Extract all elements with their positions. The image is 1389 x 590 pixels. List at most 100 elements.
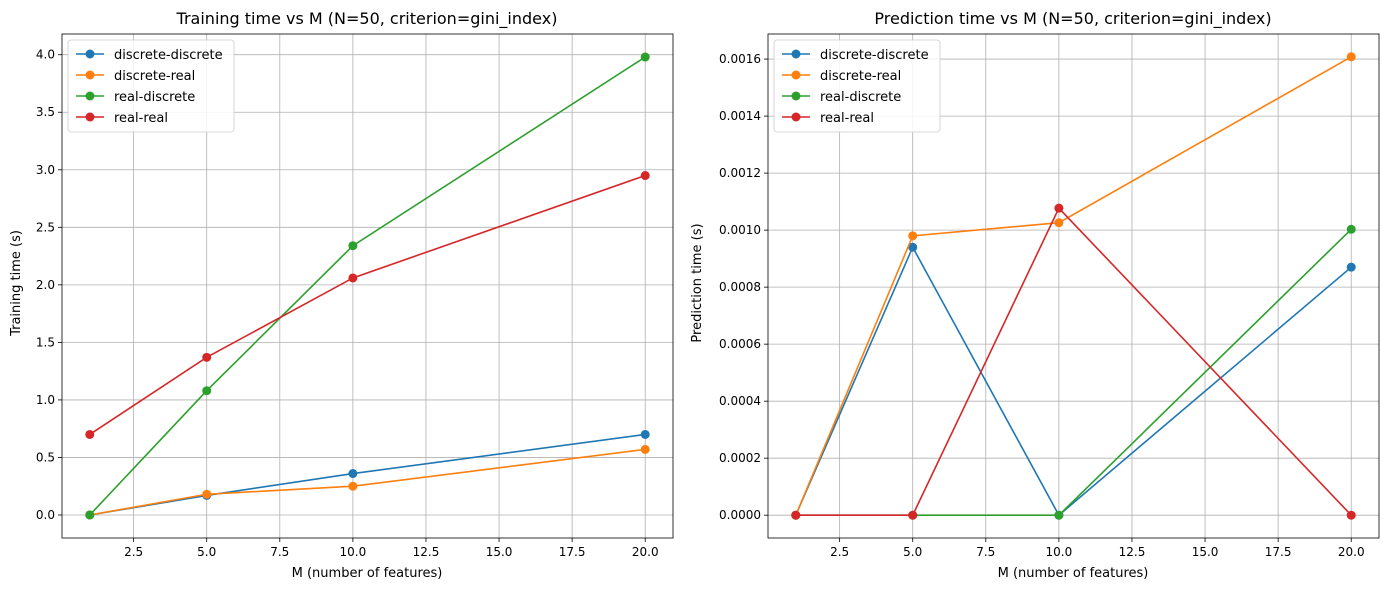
series-lines — [791, 52, 1356, 520]
training-time-chart: Training time vs M (N=50, criterion=gini… — [9, 9, 674, 581]
plot-frame — [767, 33, 1380, 539]
legend-label: real-discrete — [820, 90, 901, 105]
data-point-discrete-discrete — [348, 469, 358, 479]
x-tick-label: 7.5 — [270, 545, 289, 559]
data-point-real-real — [85, 429, 95, 439]
y-tick-label: 0.5 — [36, 450, 55, 464]
legend-label: discrete-real — [114, 69, 195, 84]
y-tick-label: 0.0002 — [719, 451, 761, 465]
legend-swatch-marker — [85, 70, 95, 80]
x-tick-label: 10.0 — [1046, 545, 1073, 559]
legend-swatch-marker — [791, 112, 801, 122]
y-tick-label: 0.0014 — [719, 109, 761, 123]
data-point-real-real — [791, 510, 801, 520]
legend-label: real-real — [820, 111, 874, 126]
data-point-discrete-real — [908, 231, 918, 241]
data-point-discrete-discrete — [1346, 262, 1356, 272]
x-tick-label: 5.0 — [197, 545, 216, 559]
y-tick-label: 0.0010 — [719, 223, 761, 237]
data-point-discrete-discrete — [908, 242, 918, 252]
series-line-discrete-discrete — [795, 245, 1352, 517]
legend-swatch-marker — [85, 112, 95, 122]
legend: discrete-discrete discrete-real real-discr… — [67, 39, 235, 133]
x-tick-label: 12.5 — [413, 545, 440, 559]
y-tick-label: 0.0000 — [719, 508, 761, 522]
x-tick-label: 2.5 — [830, 545, 849, 559]
data-point-discrete-real — [1346, 52, 1356, 62]
series-line-discrete-real — [795, 56, 1352, 516]
y-tick-label: 1.5 — [36, 335, 55, 349]
x-tick-label: 10.0 — [340, 545, 367, 559]
legend-box — [773, 39, 941, 133]
y-tick-label: 3.5 — [36, 105, 55, 119]
data-point-real-real — [348, 273, 358, 283]
legend-label: discrete-discrete — [820, 48, 929, 63]
data-point-discrete-discrete — [640, 429, 650, 439]
data-point-discrete-real — [348, 481, 358, 491]
x-tick-label: 20.0 — [632, 545, 659, 559]
legend-box — [67, 39, 235, 133]
x-tick-label: 12.5 — [1119, 545, 1146, 559]
data-point-real-discrete — [1346, 224, 1356, 234]
legend-label: real-real — [114, 111, 168, 126]
x-tick-label: 17.5 — [1265, 545, 1292, 559]
axes-frame — [61, 33, 674, 539]
data-point-real-discrete — [202, 386, 212, 396]
x-tick-label: 5.0 — [903, 545, 922, 559]
legend-label: discrete-discrete — [114, 48, 223, 63]
y-tick-label: 2.5 — [36, 220, 55, 234]
data-point-real-real — [908, 510, 918, 520]
x-tick-label: 15.0 — [486, 545, 513, 559]
data-point-real-discrete — [1054, 510, 1064, 520]
y-tick-label: 0.0016 — [719, 52, 761, 66]
y-tick-label: 0.0006 — [719, 337, 761, 351]
legend-swatch-marker — [85, 91, 95, 101]
data-point-discrete-real — [640, 444, 650, 454]
legend-swatch-marker — [791, 70, 801, 80]
data-point-real-real — [640, 171, 650, 181]
x-tick-label: 15.0 — [1192, 545, 1219, 559]
x-axis-label: M (number of features) — [998, 566, 1149, 581]
x-axis-label: M (number of features) — [292, 566, 443, 581]
chart-title: Training time vs M (N=50, criterion=gini… — [176, 9, 558, 29]
y-tick-label: 4.0 — [36, 48, 55, 62]
series-lines — [85, 52, 650, 520]
data-point-real-real — [202, 352, 212, 362]
axes-frame — [767, 33, 1380, 539]
series-line-real-real — [89, 174, 646, 436]
data-point-discrete-real — [1054, 218, 1064, 228]
series-line-discrete-discrete — [89, 433, 646, 516]
prediction-time-chart: Prediction time vs M (N=50, criterion=gi… — [690, 9, 1380, 581]
legend-swatch-marker — [85, 49, 95, 59]
y-tick-label: 0.0 — [36, 508, 55, 522]
grid — [62, 34, 673, 538]
legend-label: real-discrete — [114, 90, 195, 105]
x-tick-label: 17.5 — [559, 545, 586, 559]
data-point-real-real — [1346, 510, 1356, 520]
x-tick-label: 7.5 — [976, 545, 995, 559]
y-tick-label: 1.0 — [36, 393, 55, 407]
y-tick-label: 2.0 — [36, 278, 55, 292]
y-tick-label: 0.0012 — [719, 166, 761, 180]
series-line-discrete-real — [89, 448, 646, 516]
legend: discrete-discrete discrete-real real-discr… — [773, 39, 941, 133]
data-point-real-real — [1054, 203, 1064, 213]
data-point-discrete-real — [202, 489, 212, 499]
y-axis-label: Prediction time (s) — [690, 223, 705, 342]
y-tick-label: 3.0 — [36, 163, 55, 177]
ticks: 2.5 5.0 7.5 10.0 12.5 15.0 17.5 20.0 0.0 0.5 1.0 1.… — [36, 48, 659, 559]
chart-title: Prediction time vs M (N=50, criterion=gi… — [874, 9, 1271, 29]
legend-label: discrete-real — [820, 69, 901, 84]
x-tick-label: 2.5 — [124, 545, 143, 559]
x-tick-label: 20.0 — [1338, 545, 1365, 559]
y-tick-label: 0.0004 — [719, 394, 761, 408]
plot-frame — [61, 33, 674, 539]
legend-swatch-marker — [791, 91, 801, 101]
y-axis-label: Training time (s) — [9, 230, 24, 337]
series-line-real-discrete — [795, 228, 1352, 516]
legend-swatch-marker — [791, 49, 801, 59]
ticks: 2.5 5.0 7.5 10.0 12.5 15.0 17.5 20.0 0.0000 0.000… — [719, 52, 1365, 559]
data-point-real-discrete — [85, 510, 95, 520]
y-tick-label: 0.0008 — [719, 280, 761, 294]
